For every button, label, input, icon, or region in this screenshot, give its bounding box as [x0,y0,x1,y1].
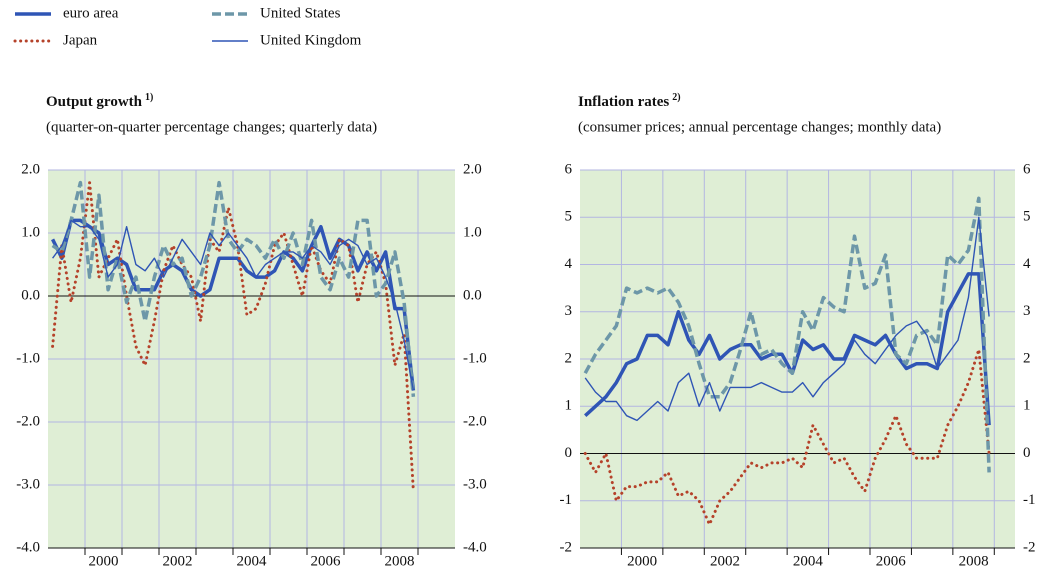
y-tick-label: 1 [565,398,573,414]
y-tick-label: 5 [565,209,573,225]
y2-tick-label: -3.0 [463,476,487,492]
x-tick-label: 2008 [385,553,415,569]
legend-label: United States [260,5,341,21]
y2-tick-label: 4 [1023,256,1031,272]
x-tick-label: 2006 [876,553,907,569]
series-line [52,219,415,391]
x-tick-label: 2006 [311,553,342,569]
y-tick-label: -2 [560,539,573,555]
panel-title: Output growth 1) [46,92,153,110]
legend-label: euro area [63,5,119,21]
y-tick-label: -1 [560,492,573,508]
series-line [584,216,990,422]
y2-tick-label: 6 [1023,161,1031,177]
y2-tick-label: 0 [1023,445,1031,461]
y2-tick-label: -2 [1023,539,1036,555]
y2-tick-label: -4.0 [463,539,487,555]
title-note: 2) [672,92,680,103]
y2-tick-label: -1.0 [463,350,487,366]
y-tick-label: -3.0 [16,476,40,492]
series-line [51,218,416,391]
y-tick-label: -4.0 [16,539,40,555]
x-tick-label: 2002 [163,553,193,569]
y2-tick-label: 1 [1023,398,1031,414]
title-text: Inflation rates [578,94,669,110]
y-tick-label: 6 [565,161,573,177]
x-tick-label: 2000 [627,553,657,569]
y-tick-label: 1.0 [21,224,40,240]
series-line [583,196,991,473]
panel-title: Inflation rates 2) [578,92,681,110]
y2-tick-label: 1.0 [463,224,482,240]
y-tick-label: 2 [565,350,573,366]
title-text: Output growth [46,94,143,110]
series-line [51,180,416,397]
title-note: 1) [145,92,153,103]
x-tick-label: 2000 [89,553,119,569]
panel-subtitle: (consumer prices; annual percentage chan… [578,119,941,135]
x-tick-label: 2004 [237,553,268,569]
y-tick-label: -2.0 [16,413,40,429]
y2-tick-label: 5 [1023,209,1031,225]
y2-tick-label: 2.0 [463,161,482,177]
y2-tick-label: 0.0 [463,287,482,303]
legend-label: Japan [63,32,98,48]
y2-tick-label: -2.0 [463,413,487,429]
y2-tick-label: 2 [1023,350,1031,366]
y2-tick-label: -1 [1023,492,1036,508]
series-line [583,348,991,526]
y-tick-label: -1.0 [16,350,40,366]
y-tick-label: 0.0 [21,287,40,303]
y-tick-label: 2.0 [21,161,40,177]
panel-subtitle: (quarter-on-quarter percentage changes; … [46,119,377,135]
y2-tick-label: 3 [1023,303,1031,319]
x-tick-label: 2002 [710,553,740,569]
y-tick-label: 3 [565,303,573,319]
y-tick-label: 0 [565,445,573,461]
x-tick-label: 2008 [959,553,989,569]
series-line [584,272,991,426]
y-tick-label: 4 [565,256,573,272]
series-line [51,181,415,493]
x-tick-label: 2004 [793,553,824,569]
legend-label: United Kingdom [260,32,362,48]
